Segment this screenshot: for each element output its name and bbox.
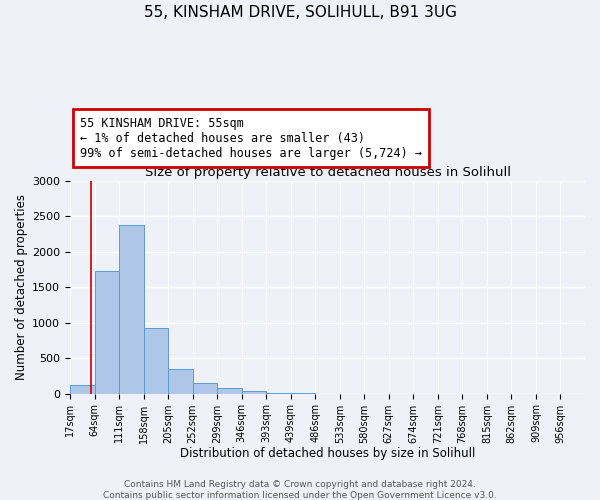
- Bar: [70, 385, 95, 394]
- Bar: [168, 369, 193, 394]
- X-axis label: Distribution of detached houses by size in Solihull: Distribution of detached houses by size …: [180, 447, 475, 460]
- Text: Contains HM Land Registry data © Crown copyright and database right 2024.
Contai: Contains HM Land Registry data © Crown c…: [103, 480, 497, 500]
- Bar: [143, 328, 168, 394]
- Y-axis label: Number of detached properties: Number of detached properties: [15, 194, 28, 380]
- Bar: [217, 388, 242, 394]
- Title: Size of property relative to detached houses in Solihull: Size of property relative to detached ho…: [145, 166, 511, 179]
- Bar: [242, 392, 266, 394]
- Text: 55, KINSHAM DRIVE, SOLIHULL, B91 3UG: 55, KINSHAM DRIVE, SOLIHULL, B91 3UG: [143, 5, 457, 20]
- Bar: [95, 272, 119, 394]
- Text: 55 KINSHAM DRIVE: 55sqm
← 1% of detached houses are smaller (43)
99% of semi-det: 55 KINSHAM DRIVE: 55sqm ← 1% of detached…: [80, 116, 422, 160]
- Bar: [119, 226, 143, 394]
- Bar: [193, 382, 217, 394]
- Bar: [266, 392, 291, 394]
